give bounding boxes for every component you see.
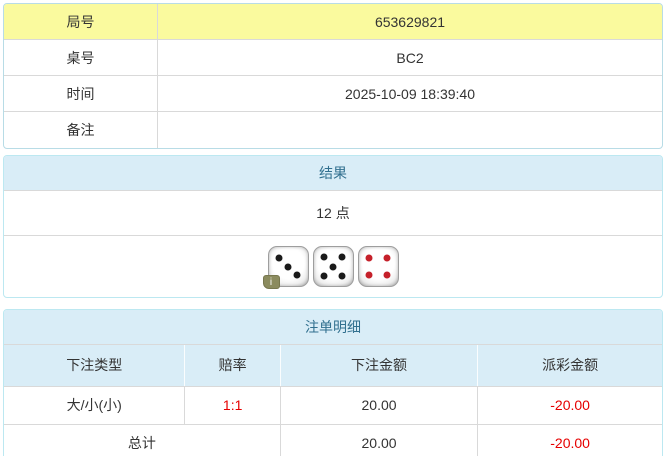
die-pip (383, 271, 391, 279)
die-pip (338, 272, 346, 280)
game-info-table: 局号 653629821 桌号 BC2 时间 2025-10-09 18:39:… (3, 3, 663, 149)
die-1-value-3: i (262, 246, 309, 289)
info-badge-icon[interactable]: i (262, 275, 280, 289)
col-header-bet-type: 下注类型 (4, 345, 185, 387)
remark-value (158, 112, 662, 148)
die-pip (365, 254, 373, 262)
die-pip (293, 271, 301, 279)
remark-label: 备注 (4, 112, 158, 148)
bet-type-cell: 大/小(小) (4, 386, 185, 425)
die-pip (338, 253, 346, 261)
col-header-odds: 赔率 (184, 345, 281, 387)
die-3-value-4 (357, 246, 399, 287)
info-row-round: 局号 653629821 (4, 4, 662, 40)
bets-table: 下注类型 赔率 下注金额 派彩金额 大/小(小) 1:1 20.00 -20.0… (4, 345, 662, 456)
total-payout-cell: -20.00 (477, 424, 662, 456)
odds-cell: 1:1 (184, 386, 281, 425)
result-panel: 结果 12 点 i (3, 155, 663, 298)
total-bet-amount-cell: 20.00 (279, 424, 478, 456)
die-pip (320, 253, 328, 261)
die-pip (365, 271, 373, 279)
bets-panel-title: 注单明细 (4, 310, 662, 345)
time-value: 2025-10-09 18:39:40 (345, 85, 475, 102)
total-row: 总计 20.00 -20.00 (4, 424, 662, 456)
die-pip (320, 272, 328, 280)
info-row-remark: 备注 (4, 112, 662, 148)
time-label: 时间 (4, 76, 158, 111)
col-header-payout: 派彩金额 (477, 345, 662, 387)
col-header-bet-amount: 下注金额 (279, 345, 478, 387)
die-pip (329, 263, 337, 270)
table-label: 桌号 (4, 40, 158, 75)
dice-row: i (4, 236, 662, 297)
bet-row: 大/小(小) 1:1 20.00 -20.00 (4, 386, 662, 425)
info-row-time: 时间 2025-10-09 18:39:40 (4, 76, 662, 112)
result-points: 12 点 (4, 191, 662, 236)
die-pip (284, 263, 292, 270)
die-pip (275, 254, 283, 262)
payout-cell: -20.00 (477, 386, 662, 425)
die-pip (383, 254, 391, 262)
round-value: 653629821 (374, 13, 446, 30)
die-2-value-5 (312, 246, 354, 287)
bet-amount-cell: 20.00 (279, 386, 478, 425)
round-label: 局号 (4, 4, 158, 39)
bets-panel: 注单明细 下注类型 赔率 下注金额 派彩金额 大/小(小) 1:1 20.00 … (3, 309, 663, 456)
total-label-cell: 总计 (127, 435, 156, 452)
result-panel-title: 结果 (4, 156, 662, 191)
info-row-table: 桌号 BC2 (4, 40, 662, 76)
table-value: BC2 (396, 49, 424, 66)
bets-header-row: 下注类型 赔率 下注金额 派彩金额 (4, 345, 662, 387)
